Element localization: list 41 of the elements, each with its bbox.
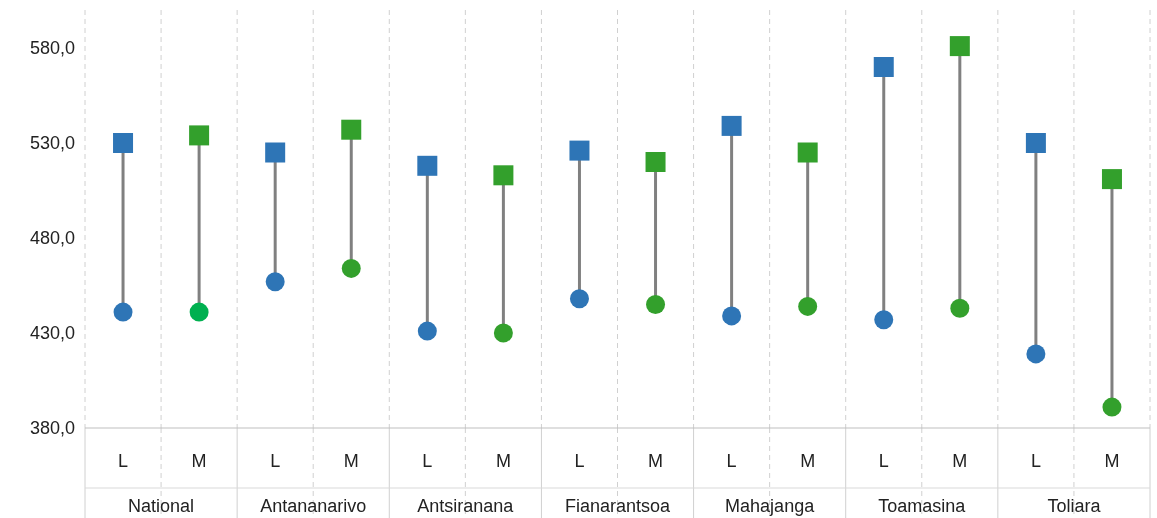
x-tick-label: M: [1104, 451, 1120, 471]
point: [493, 165, 514, 186]
x-tick-label: L: [1030, 451, 1041, 471]
x-tick-label: L: [878, 451, 889, 471]
text: Mahajanga: [725, 496, 816, 516]
x-tick-label: L: [726, 451, 737, 471]
point: [265, 272, 285, 292]
y-tick-label: 580,0: [29, 38, 75, 59]
point: [189, 125, 210, 146]
x-tick-label: L: [574, 451, 585, 471]
text: Antsiranana: [417, 496, 515, 516]
text: Toliara: [1047, 496, 1102, 516]
text: Antananarivo: [260, 496, 367, 516]
y-tick-label: 530,0: [29, 133, 75, 154]
x-tick-label: M: [800, 451, 816, 471]
y-tick-label: 480,0: [29, 228, 75, 249]
x-tick-label: M: [495, 451, 511, 471]
point: [417, 321, 437, 341]
text: National: [128, 496, 195, 516]
x-tick-label: M: [343, 451, 359, 471]
x-tick-label: L: [422, 451, 433, 471]
point: [874, 310, 894, 330]
x-tick-label: L: [270, 451, 281, 471]
point: [569, 289, 589, 309]
x-tick-label: L: [118, 451, 129, 471]
point: [722, 306, 742, 326]
point: [113, 302, 133, 322]
text: Toamasina: [878, 496, 967, 516]
y-tick-label: 430,0: [29, 323, 75, 344]
point: [1101, 169, 1122, 190]
point: [1026, 344, 1046, 364]
x-tick-label: M: [191, 451, 207, 471]
point: [645, 152, 666, 172]
text: Fianarantsoa: [564, 496, 672, 516]
point: [189, 302, 209, 322]
x-tick-label: M: [952, 451, 968, 471]
point: [341, 119, 362, 140]
x-tick-label: M: [648, 451, 664, 471]
y-tick-label: 380,0: [29, 418, 75, 439]
point: [949, 36, 970, 57]
point: [797, 142, 818, 163]
